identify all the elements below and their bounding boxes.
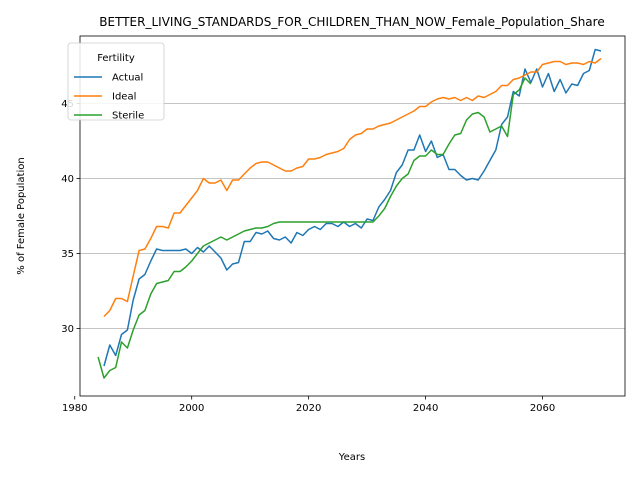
grid [80, 103, 625, 329]
series-line-actual [103, 48, 602, 367]
x-tick-label: 2020 [296, 403, 321, 414]
legend-label-sterile: Sterile [112, 111, 144, 122]
y-tick-label: 35 [61, 249, 74, 260]
chart-title: BETTER_LIVING_STANDARDS_FOR_CHILDREN_THA… [99, 15, 604, 29]
y-tick-label: 40 [61, 174, 74, 185]
x-axis-label: Years [338, 452, 365, 463]
plot-area [97, 48, 602, 379]
x-tick-label: 2060 [530, 403, 555, 414]
legend-label-ideal: Ideal [112, 92, 136, 103]
x-tick-label: 2040 [413, 403, 438, 414]
y-tick-label: 30 [61, 324, 74, 335]
axes-frame [79, 35, 626, 397]
series-line-ideal [103, 57, 602, 318]
legend-entries: Actual Ideal Sterile [74, 73, 144, 122]
y-axis-label: % of Female Population [16, 157, 27, 274]
x-tick-label: 1980 [62, 403, 87, 414]
series-line-sterile [97, 77, 532, 379]
legend-title: Fertility [97, 53, 135, 64]
legend: Fertility Actual Ideal Sterile [67, 42, 165, 122]
legend-box [67, 42, 165, 121]
x-tick-label: 2000 [179, 403, 204, 414]
x-axis-ticks: 1980 2000 2020 2040 2060 [62, 396, 555, 414]
legend-label-actual: Actual [112, 73, 143, 84]
